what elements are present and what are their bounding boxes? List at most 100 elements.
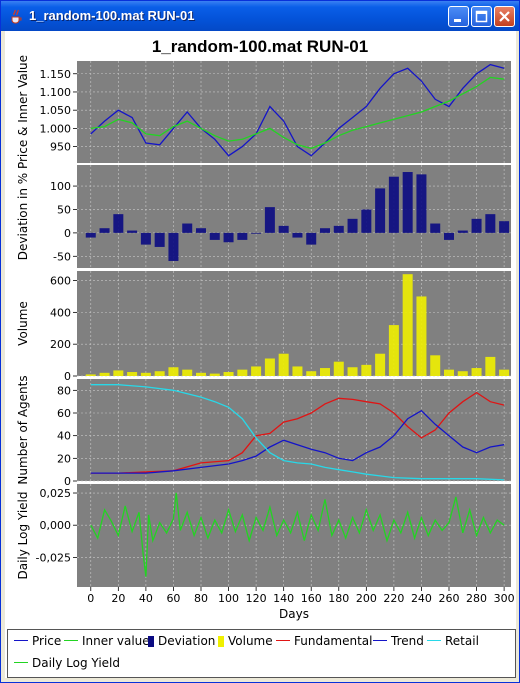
series-line-retail bbox=[90, 384, 505, 481]
window-title: 1_random-100.mat RUN-01 bbox=[29, 8, 195, 23]
x-tick-label: 220 bbox=[383, 592, 404, 605]
x-tick-label: 180 bbox=[328, 592, 349, 605]
bar-deviation bbox=[416, 174, 427, 233]
legend-swatch bbox=[14, 662, 28, 663]
bar-volume bbox=[237, 369, 248, 376]
bar-volume bbox=[485, 356, 496, 376]
bar-deviation bbox=[209, 232, 220, 240]
close-button[interactable] bbox=[494, 6, 515, 27]
combined-chart: 1_random-100.mat RUN-01 950 1.000 1.050 1.10… bbox=[16, 37, 515, 621]
plot-area-price bbox=[77, 61, 511, 163]
x-tick-label: 300 bbox=[494, 592, 515, 605]
bar-volume bbox=[113, 370, 124, 376]
y-tick-label: 0 bbox=[64, 370, 71, 383]
bar-deviation bbox=[485, 214, 496, 233]
bar-volume bbox=[99, 372, 110, 376]
bar-volume bbox=[306, 371, 317, 376]
y-axis-label-agents: Number of Agents bbox=[16, 375, 30, 484]
series-line-inner-value bbox=[90, 76, 505, 150]
bar-volume bbox=[223, 372, 234, 376]
title-bar[interactable]: 1_random-100.mat RUN-01 bbox=[1, 1, 519, 31]
bar-volume bbox=[182, 369, 193, 376]
bar-deviation bbox=[471, 218, 482, 233]
legend-item: Daily Log Yield bbox=[14, 656, 120, 670]
bar-volume bbox=[388, 325, 399, 376]
x-tick-label: 120 bbox=[246, 592, 267, 605]
series-line-daily-log-yield bbox=[90, 492, 505, 577]
plot-area-volume bbox=[77, 271, 511, 376]
bar-volume bbox=[347, 367, 358, 376]
y-tick-label: 50 bbox=[57, 203, 71, 216]
bar-volume bbox=[320, 368, 330, 376]
chart-content: 1_random-100.mat RUN-01 950 1.000 1.050 1.10… bbox=[5, 31, 516, 678]
bar-volume bbox=[471, 368, 482, 376]
bar-deviation bbox=[278, 225, 289, 233]
legend-item: Price bbox=[14, 634, 61, 648]
bar-deviation bbox=[320, 228, 330, 233]
bar-deviation bbox=[361, 209, 372, 233]
legend-swatch bbox=[64, 640, 78, 641]
y-tick-label: -50 bbox=[53, 250, 71, 263]
legend-swatch bbox=[14, 640, 28, 641]
bar-deviation bbox=[127, 230, 138, 233]
legend-label: Price bbox=[32, 634, 62, 648]
chart-title: 1_random-100.mat RUN-01 bbox=[152, 37, 368, 56]
bar-deviation bbox=[402, 172, 413, 233]
y-tick-label: 1.000 bbox=[40, 122, 72, 135]
legend-swatch bbox=[218, 636, 224, 647]
x-tick-label: 20 bbox=[111, 592, 125, 605]
x-tick-label: 280 bbox=[466, 592, 487, 605]
bar-volume bbox=[154, 371, 165, 376]
bar-deviation bbox=[168, 232, 179, 261]
bar-deviation bbox=[196, 228, 206, 233]
bar-deviation bbox=[113, 214, 124, 233]
legend-label: Inner value bbox=[82, 634, 150, 648]
y-tick-label: 600 bbox=[50, 275, 71, 288]
y-tick-label: 100 bbox=[50, 180, 71, 193]
legend-item: Retail bbox=[427, 634, 479, 648]
legend-label: Volume bbox=[228, 634, 273, 648]
bar-deviation bbox=[237, 232, 248, 240]
y-tick-label: 0,025 bbox=[40, 487, 72, 500]
chart-legend: Price Inner value Deviation Volume Fundament… bbox=[7, 629, 516, 678]
legend-label: Fundamental bbox=[294, 634, 373, 648]
bar-volume bbox=[127, 372, 138, 376]
bar-volume bbox=[251, 366, 262, 376]
y-tick-label: 80 bbox=[57, 384, 71, 397]
y-axis-label-volume: Volume bbox=[16, 301, 30, 346]
y-tick-label: 0 bbox=[64, 475, 71, 488]
bar-deviation bbox=[375, 188, 386, 233]
y-tick-label: -0,025 bbox=[36, 551, 71, 564]
y-tick-label: 0,000 bbox=[40, 519, 72, 532]
legend-label: Daily Log Yield bbox=[32, 656, 120, 670]
y-tick-label: 1.150 bbox=[40, 68, 72, 81]
bar-deviation bbox=[457, 230, 468, 233]
bar-deviation bbox=[499, 221, 510, 233]
maximize-button[interactable] bbox=[471, 6, 492, 27]
bar-volume bbox=[499, 369, 510, 376]
y-axis-label-deviation: Deviation in % bbox=[16, 173, 30, 260]
minimize-icon bbox=[454, 19, 461, 22]
bar-deviation bbox=[154, 232, 165, 247]
bar-deviation bbox=[306, 232, 317, 245]
bar-volume bbox=[361, 364, 372, 376]
bar-volume bbox=[292, 366, 303, 376]
bar-volume bbox=[264, 358, 275, 376]
minimize-button[interactable] bbox=[448, 6, 469, 27]
y-tick-label: 60 bbox=[57, 407, 71, 420]
legend-label: Deviation bbox=[158, 634, 216, 648]
java-cup-icon bbox=[11, 9, 22, 24]
legend-swatch bbox=[276, 640, 290, 641]
bar-volume bbox=[444, 369, 454, 376]
legend-item: Fundamental bbox=[276, 634, 373, 648]
legend-label: Trend bbox=[391, 634, 424, 648]
y-axis-label-yield: Daily Log Yield bbox=[16, 492, 30, 580]
close-icon bbox=[499, 11, 510, 22]
series-line-price bbox=[90, 63, 505, 157]
plot-area-yield bbox=[77, 484, 511, 587]
y-tick-label: 400 bbox=[50, 306, 71, 319]
x-tick-label: 160 bbox=[301, 592, 322, 605]
bar-volume bbox=[457, 371, 468, 376]
x-tick-label: 240 bbox=[411, 592, 432, 605]
